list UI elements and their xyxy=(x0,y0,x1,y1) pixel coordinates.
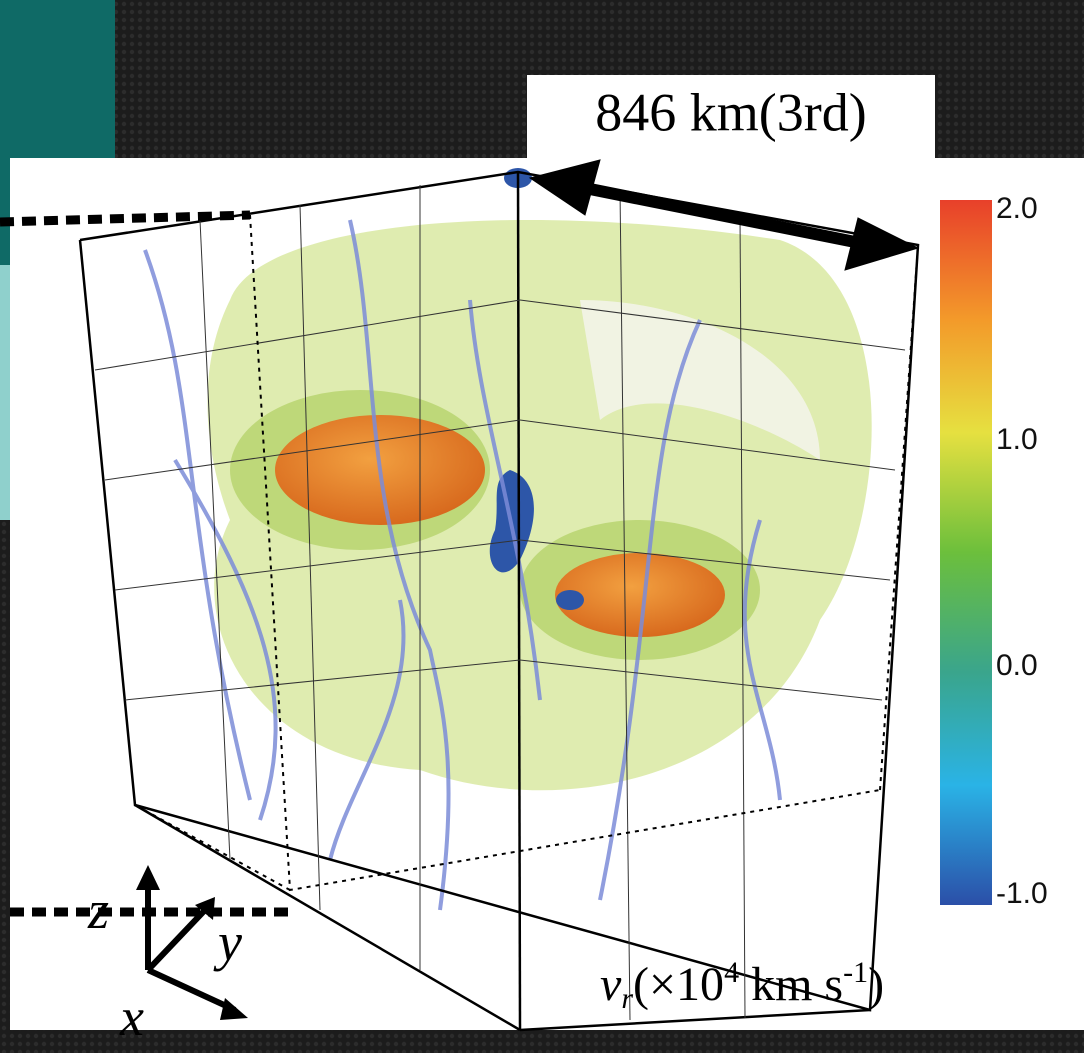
label-part: -1 xyxy=(843,956,868,989)
label-part: ) xyxy=(868,958,884,1011)
colorbar-tick: 0.0 xyxy=(996,649,1038,682)
label-part: (×10 xyxy=(633,958,724,1011)
page: 846 km(3rd) 2.0 1.0 0.0 -1.0 vr(×104 km … xyxy=(0,0,1084,1053)
colorbar-tick: 1.0 xyxy=(996,423,1038,456)
axis-z: z xyxy=(87,880,109,940)
axis-y: y xyxy=(213,912,242,972)
colorbar-tick: 2.0 xyxy=(996,192,1038,225)
colorbar xyxy=(940,200,992,905)
label-part: km s xyxy=(739,958,843,1011)
slide: 846 km(3rd) 2.0 1.0 0.0 -1.0 vr(×104 km … xyxy=(0,0,1084,1053)
label-part: 4 xyxy=(724,956,739,989)
scale-label: 846 km(3rd) xyxy=(595,82,866,142)
label-part: v xyxy=(600,958,622,1011)
axis-x: x xyxy=(119,987,144,1047)
colorbar-tick: -1.0 xyxy=(996,877,1048,910)
label-part: r xyxy=(621,982,633,1015)
colorbar-label: vr(×104 km s-1) xyxy=(600,956,884,1015)
